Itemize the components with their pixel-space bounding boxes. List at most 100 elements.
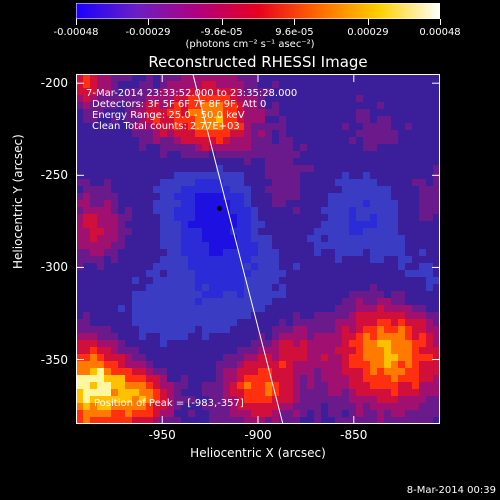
heatmap-cell — [307, 403, 314, 410]
heatmap-cell — [160, 298, 167, 305]
heatmap-cell — [426, 200, 433, 207]
heatmap-cell — [216, 193, 223, 200]
heatmap-cell — [293, 389, 300, 396]
heatmap-cell — [377, 291, 384, 298]
heatmap-cell — [209, 74, 216, 81]
heatmap-cell — [76, 403, 83, 410]
heatmap-cell — [90, 214, 97, 221]
heatmap-cell — [370, 193, 377, 200]
heatmap-cell — [181, 186, 188, 193]
heatmap-cell — [146, 116, 153, 123]
heatmap-cell — [356, 221, 363, 228]
heatmap-cell — [104, 235, 111, 242]
heatmap-cell — [265, 109, 272, 116]
heatmap-cell — [286, 144, 293, 151]
heatmap-cell — [398, 326, 405, 333]
heatmap-cell — [223, 81, 230, 88]
heatmap-cell — [279, 410, 286, 417]
heatmap-cell — [97, 354, 104, 361]
heatmap-cell — [251, 130, 258, 137]
heatmap-cell — [300, 165, 307, 172]
heatmap-cell — [356, 200, 363, 207]
heatmap-cell — [174, 277, 181, 284]
heatmap-cell — [188, 312, 195, 319]
heatmap-cell — [335, 193, 342, 200]
heatmap-cell — [300, 340, 307, 347]
heatmap-cell — [356, 354, 363, 361]
heatmap-cell — [90, 403, 97, 410]
heatmap-cell — [342, 200, 349, 207]
heatmap-cell — [230, 263, 237, 270]
heatmap-cell — [209, 172, 216, 179]
heatmap-cell — [279, 284, 286, 291]
heatmap-cell — [258, 235, 265, 242]
heatmap-cell — [377, 207, 384, 214]
heatmap-cell — [160, 242, 167, 249]
heatmap-cell — [174, 256, 181, 263]
heatmap-cell — [251, 214, 258, 221]
heatmap-cell — [125, 382, 132, 389]
heatmap-cell — [188, 109, 195, 116]
heatmap-cell — [195, 81, 202, 88]
heatmap-cell — [335, 403, 342, 410]
heatmap-cell — [167, 221, 174, 228]
heatmap-cell — [251, 249, 258, 256]
heatmap-cell — [314, 312, 321, 319]
heatmap-cell — [391, 396, 398, 403]
heatmap-cell — [167, 109, 174, 116]
heatmap-cell — [188, 249, 195, 256]
heatmap-cell — [230, 382, 237, 389]
heatmap-cell — [237, 305, 244, 312]
heatmap-cell — [237, 130, 244, 137]
heatmap-cell — [83, 221, 90, 228]
heatmap-cell — [195, 179, 202, 186]
colorbar-tick — [367, 19, 369, 25]
heatmap-cell — [391, 340, 398, 347]
heatmap-cell — [139, 396, 146, 403]
heatmap-cell — [363, 221, 370, 228]
heatmap-cell — [139, 305, 146, 312]
heatmap-cell — [97, 95, 104, 102]
heatmap-cell — [216, 137, 223, 144]
heatmap-cell — [97, 207, 104, 214]
heatmap-cell — [342, 417, 349, 424]
heatmap-cell — [244, 214, 251, 221]
heatmap-cell — [307, 347, 314, 354]
heatmap-cell — [97, 368, 104, 375]
heatmap-cell — [335, 305, 342, 312]
heatmap-cell — [272, 193, 279, 200]
heatmap-cell — [356, 382, 363, 389]
heatmap-cell — [76, 74, 83, 81]
heatmap-cell — [230, 312, 237, 319]
heatmap-cell — [160, 144, 167, 151]
heatmap-cell — [391, 214, 398, 221]
heatmap-cell — [167, 403, 174, 410]
heatmap-cell — [279, 368, 286, 375]
heatmap-cell — [272, 151, 279, 158]
heatmap-cell — [405, 389, 412, 396]
heatmap-cell — [419, 312, 426, 319]
heatmap-cell — [174, 123, 181, 130]
heatmap-cell — [139, 333, 146, 340]
heatmap-cell — [139, 81, 146, 88]
heatmap-cell — [405, 123, 412, 130]
heatmap-cell — [83, 347, 90, 354]
y-tick-label: -250 — [40, 168, 68, 183]
heatmap-cell — [118, 368, 125, 375]
heatmap-cell — [195, 312, 202, 319]
heatmap-cell — [321, 340, 328, 347]
heatmap-cell — [258, 375, 265, 382]
heatmap-cell — [377, 221, 384, 228]
heatmap-cell — [111, 200, 118, 207]
heatmap-cell — [258, 389, 265, 396]
heatmap-cell — [153, 382, 160, 389]
heatmap-cell — [314, 354, 321, 361]
heatmap-cell — [153, 312, 160, 319]
heatmap-cell — [251, 137, 258, 144]
heatmap-cell — [370, 305, 377, 312]
heatmap-cell — [125, 207, 132, 214]
heatmap-cell — [174, 186, 181, 193]
heatmap-cell — [181, 242, 188, 249]
heatmap-cell — [279, 382, 286, 389]
heatmap-cell — [202, 172, 209, 179]
